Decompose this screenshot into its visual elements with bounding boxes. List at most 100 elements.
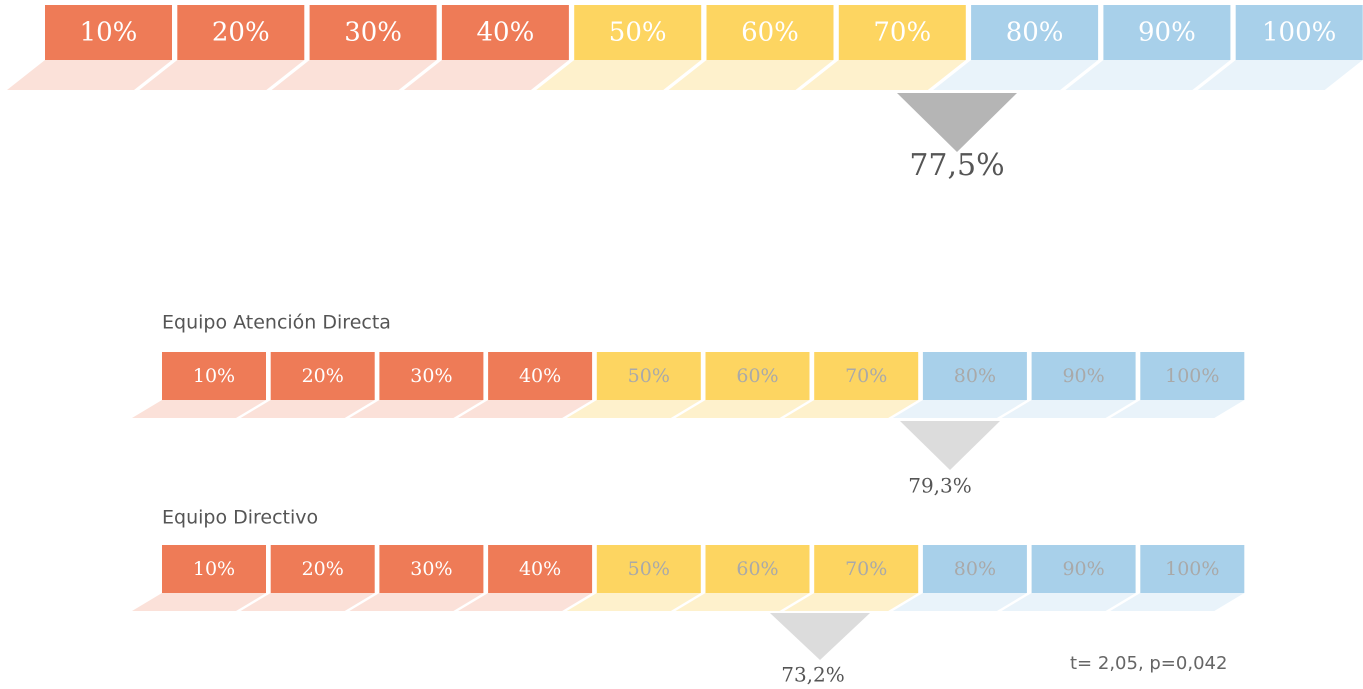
segment-label: 50% [628,365,670,387]
segment [270,545,375,593]
segment [1031,352,1136,400]
segment-shadow [892,593,1027,611]
segment [309,5,437,60]
segment-shadow [800,60,966,90]
segment-shadow [784,593,919,611]
segment-shadow [458,400,593,418]
segment-shadow [1197,60,1363,90]
segment-label: 50% [628,558,670,580]
segment-shadow [892,400,1027,418]
segment-shadow [1110,400,1245,418]
segment-shadow [566,400,701,418]
segment-label: 20% [302,558,344,580]
segment [596,352,701,400]
segment-shadow [1065,60,1231,90]
segment [596,545,701,593]
segment-shadow [458,593,593,611]
segment-label: 20% [212,18,270,48]
segment-shadow [7,60,172,90]
note: t= 2,05, p=0,042 [1070,653,1227,674]
segment [270,352,375,400]
segment [706,5,834,60]
segment [814,352,919,400]
segment-shadow [1001,593,1136,611]
segment [1031,545,1136,593]
segment-label: 20% [302,365,344,387]
segment-shadow [1110,593,1245,611]
pointer [900,421,1000,470]
segment-label: 10% [193,365,235,387]
value-label: 77,5% [909,148,1004,183]
segment [488,352,593,400]
segment-label: 30% [344,18,402,48]
segment-label: 100% [1262,18,1336,48]
segment-shadow [139,60,305,90]
segment-shadow [566,593,701,611]
segment [705,545,810,593]
segment-label: 30% [410,365,452,387]
segment [971,5,1099,60]
segment [814,545,919,593]
segment-label: 100% [1165,365,1219,387]
segment-label: 60% [736,365,778,387]
segment-shadow [349,400,484,418]
segment-label: 90% [1062,365,1104,387]
segment [922,545,1027,593]
segment [1235,5,1363,60]
segment [162,352,266,400]
segment-label: 70% [845,558,887,580]
segment-label: 40% [477,18,535,48]
segment-label: 60% [736,558,778,580]
segment [488,545,593,593]
segment-shadow [536,60,702,90]
segment-label: 70% [845,365,887,387]
segment-label: 60% [741,18,799,48]
segment-shadow [784,400,919,418]
segment [45,5,172,60]
segment [441,5,569,60]
segment [379,545,484,593]
segment [379,352,484,400]
segment [162,545,266,593]
segment-shadow [668,60,834,90]
segment-shadow [132,400,266,418]
pointer [770,613,870,660]
segment-label: 80% [1006,18,1064,48]
segment-label: 50% [609,18,667,48]
segment-label: 100% [1165,558,1219,580]
segment [705,352,810,400]
segment-label: 90% [1062,558,1104,580]
segment-shadow [675,593,810,611]
segment-shadow [240,400,375,418]
value-label: 79,3% [908,474,972,498]
pointer [897,93,1017,152]
segment [838,5,966,60]
segment-label: 10% [193,558,235,580]
segment-shadow [271,60,437,90]
segment-shadow [403,60,569,90]
segment-label: 40% [519,558,561,580]
segment-shadow [349,593,484,611]
segment [1140,545,1245,593]
gauge-title: Equipo Directivo [162,507,318,529]
segment-label: 30% [410,558,452,580]
value-label: 73,2% [781,663,845,687]
segment-shadow [1001,400,1136,418]
segment-label: 80% [954,365,996,387]
segment-label: 40% [519,365,561,387]
segment-shadow [675,400,810,418]
segment-label: 80% [954,558,996,580]
segment-shadow [132,593,266,611]
segment [1103,5,1231,60]
segment [574,5,702,60]
segment-label: 10% [80,18,138,48]
gauge-title: Equipo Atención Directa [162,312,391,334]
segment-shadow [933,60,1099,90]
segment-label: 90% [1138,18,1196,48]
segment [1140,352,1245,400]
segment-label: 70% [873,18,931,48]
segment-shadow [240,593,375,611]
segment [177,5,305,60]
segment [922,352,1027,400]
